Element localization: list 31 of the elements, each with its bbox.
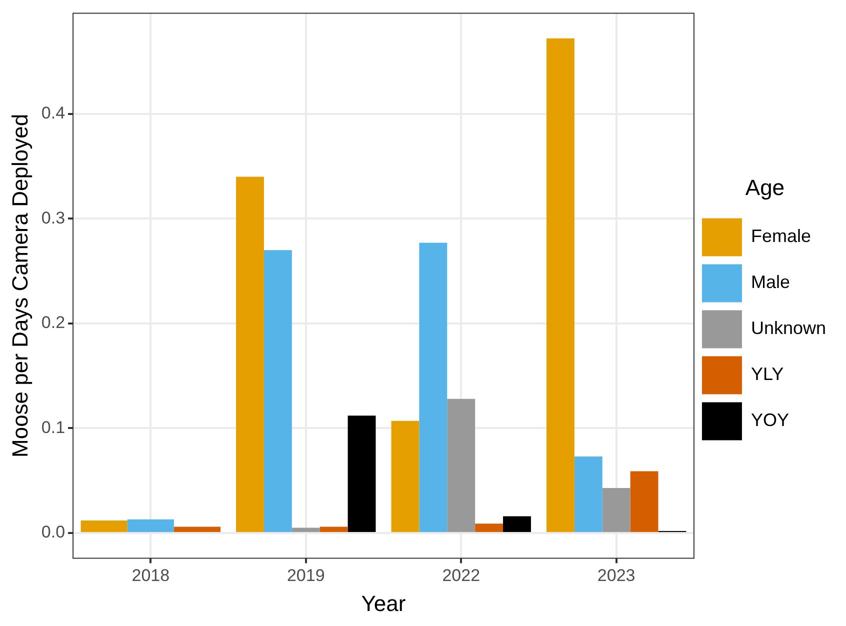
y-tick-label: 0.1 <box>41 418 66 437</box>
bar <box>264 250 292 532</box>
bar <box>447 398 476 532</box>
y-axis-title: Moose per Days Camera Deployed <box>7 114 32 458</box>
bar <box>419 242 448 532</box>
bar <box>292 528 320 532</box>
bar <box>630 471 658 532</box>
bar <box>236 176 264 532</box>
legend-label: Female <box>750 226 811 246</box>
legend-label: YOY <box>750 410 789 430</box>
bar <box>391 420 420 532</box>
x-tick-label: 2023 <box>597 566 636 586</box>
bar <box>475 524 504 532</box>
x-tick-label: 2019 <box>286 566 325 586</box>
x-tick-label: 2018 <box>132 566 170 586</box>
x-axis-title: Year <box>361 590 406 616</box>
bar <box>320 526 348 532</box>
bar <box>348 416 376 532</box>
x-tick-label: 2022 <box>442 566 480 586</box>
y-tick-label: 0.4 <box>41 104 66 123</box>
y-tick-label: 0.2 <box>41 313 66 332</box>
y-tick-label: 0.3 <box>41 208 66 228</box>
legend-label: Unknown <box>750 318 826 338</box>
bar <box>602 488 630 532</box>
legend-title: Age <box>745 174 785 200</box>
bar <box>574 456 602 532</box>
y-tick-label: 0.0 <box>41 522 66 542</box>
bar <box>546 38 574 532</box>
legend-label: Male <box>750 272 790 292</box>
legend-label: YLY <box>750 364 784 384</box>
bar <box>503 516 531 532</box>
